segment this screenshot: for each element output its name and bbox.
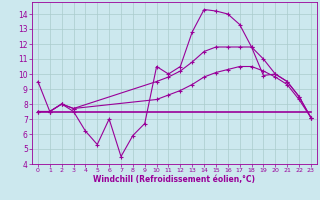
X-axis label: Windchill (Refroidissement éolien,°C): Windchill (Refroidissement éolien,°C) bbox=[93, 175, 255, 184]
